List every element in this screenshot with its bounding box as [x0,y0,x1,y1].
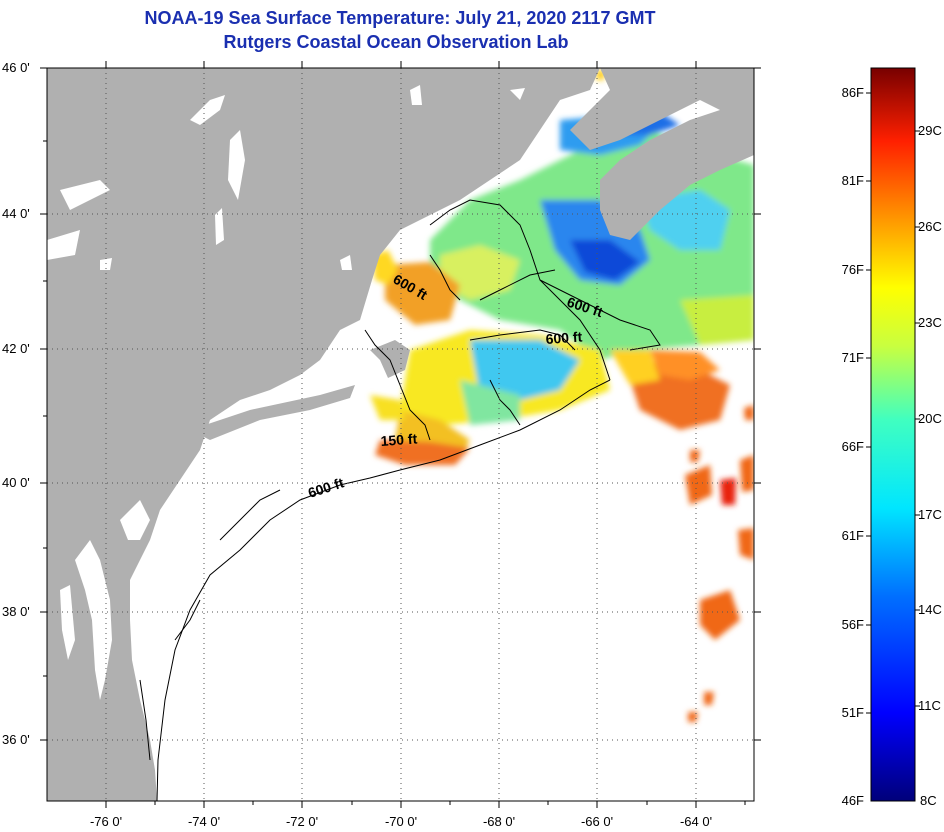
map-subtitle: Rutgers Coastal Ocean Observation Lab [223,32,569,52]
lat-label: 40 0' [2,475,30,490]
lat-label: 42 0' [2,341,30,356]
colorbar-label-f: 81F [842,173,864,188]
longitude-labels: -76 0' -74 0' -72 0' -70 0' -68 0' -66 0… [90,814,712,829]
colorbar-label-c: 29C [918,123,942,138]
colorbar [870,67,916,802]
lat-label: 38 0' [2,604,30,619]
contour-label: 600 ft [545,328,583,347]
lon-label: -68 0' [483,814,515,829]
colorbar-label-c: 26C [918,219,942,234]
colorbar-label-c: 17C [918,507,942,522]
colorbar-label-f: 66F [842,439,864,454]
lat-label: 36 0' [2,732,30,747]
land-layer [47,68,754,801]
axis-ticks [40,61,761,808]
lon-label: -66 0' [581,814,613,829]
colorbar-label-f: 56F [842,617,864,632]
graticule [47,68,754,801]
colorbar-label-c: 23C [918,315,942,330]
colorbar-label-f: 61F [842,528,864,543]
colorbar-label-f: 76F [842,262,864,277]
bays [60,500,150,700]
latitude-labels: 46 0' 44 0' 42 0' 40 0' 38 0' 36 0' [2,60,30,747]
lakes [47,85,525,270]
lat-label: 44 0' [2,206,30,221]
lon-label: -76 0' [90,814,122,829]
colorbar-label-c: 11C [918,698,941,713]
lon-label: -64 0' [680,814,712,829]
bathymetry-contours [139,199,661,801]
lon-label: -70 0' [385,814,417,829]
colorbar-label-c: 20C [918,411,942,426]
lon-label: -72 0' [286,814,318,829]
colorbar-label-f: 46F [842,793,864,808]
colorbar-celsius-labels: 29C 26C 23C 20C 17C 14C 11C 8C [918,123,942,808]
colorbar-label-f: 71F [842,350,864,365]
colorbar-label-c: 8C [920,793,937,808]
colorbar-fahrenheit-labels: 86F 81F 76F 71F 66F 61F 56F 51F 46F [842,85,864,808]
map-title: NOAA-19 Sea Surface Temperature: July 21… [144,8,656,28]
colorbar-ticks [866,92,920,714]
lon-label: -74 0' [188,814,220,829]
colorbar-label-f: 86F [842,85,864,100]
lat-label: 46 0' [2,60,30,75]
colorbar-label-c: 14C [918,602,942,617]
colorbar-label-f: 51F [842,705,864,720]
contour-label: 150 ft [380,430,418,449]
